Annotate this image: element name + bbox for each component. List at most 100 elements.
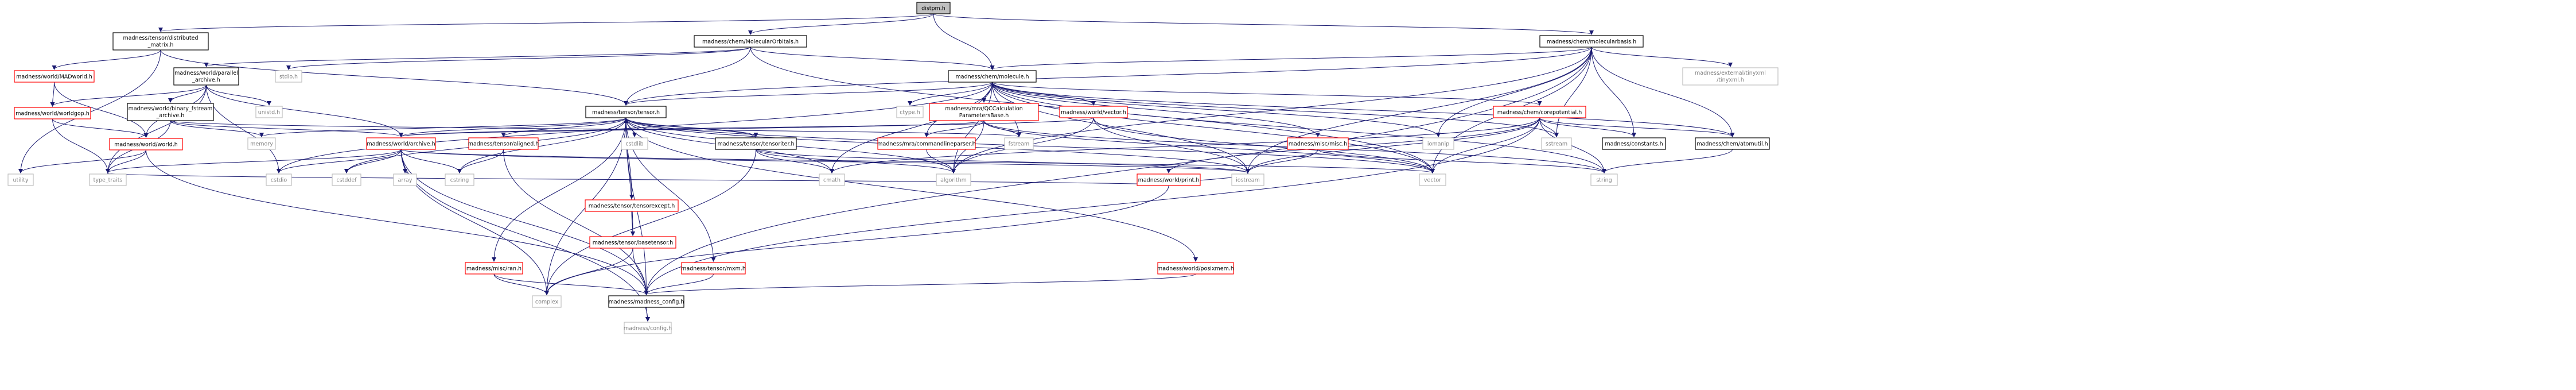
node-box xyxy=(109,138,183,150)
edge-tensor-to-memory xyxy=(259,117,627,137)
edge-archive-to-vector xyxy=(400,149,1435,173)
edge-tensor-to-cstring xyxy=(457,117,627,173)
node-box xyxy=(393,173,417,186)
edge-molecule-to-ctype xyxy=(908,82,993,106)
node-box xyxy=(608,295,684,308)
node-box xyxy=(1157,262,1234,275)
node-cstring: cstring xyxy=(445,173,474,186)
node-box xyxy=(1695,137,1770,150)
node-worldvector[interactable]: madness/world/vector.h xyxy=(1059,106,1128,118)
node-madness_config[interactable]: madness/madness_config.h xyxy=(608,295,684,308)
node-box xyxy=(1422,137,1454,150)
node-label: madness/misc/misc.h xyxy=(1289,141,1347,148)
edge-worldworld-to-type_traits xyxy=(106,149,146,173)
node-array: array xyxy=(393,173,417,186)
node-box xyxy=(1682,67,1779,86)
node-box xyxy=(366,137,436,150)
node-label: madness/chem/MolecularOrbitals.h xyxy=(702,39,799,45)
node-algorithm: algorithm xyxy=(936,173,971,186)
node-tensor_distributed_matrix[interactable]: madness/tensor/distributed _matrix.h xyxy=(112,32,209,51)
edge-ran-to-complex xyxy=(493,273,549,295)
edge-tensor-to-posixmem xyxy=(625,117,1198,262)
edge-corepotential-to-string xyxy=(1539,117,1606,173)
edge-molecule-to-algorithm xyxy=(951,82,993,173)
node-label: distpm.h xyxy=(921,6,945,12)
node-box xyxy=(112,32,209,51)
node-molecularbasis[interactable]: madness/chem/molecularbasis.h xyxy=(1539,35,1644,48)
node-distpm[interactable]: distpm.h xyxy=(916,2,951,14)
node-tensoriter[interactable]: madness/tensor/tensoriter.h xyxy=(715,137,797,150)
edge-molecule-to-atomutil xyxy=(992,82,1735,137)
node-utility: utility xyxy=(7,173,34,186)
node-box xyxy=(694,35,807,48)
edge-mxm-to-madness_config xyxy=(644,273,714,295)
edge-archive-to-cstddef xyxy=(344,149,402,173)
edge-aligned-to-cstring xyxy=(457,149,504,173)
edge-posixmem-to-madness_config xyxy=(644,273,1196,295)
edge-ran-to-madness_config xyxy=(493,273,649,295)
node-posixmem[interactable]: madness/world/posixmem.h xyxy=(1157,262,1234,275)
node-worldprint[interactable]: madness/world/print.h xyxy=(1137,173,1201,186)
node-tensor[interactable]: madness/tensor/tensor.h xyxy=(585,106,667,118)
node-label: array xyxy=(398,177,413,184)
node-parallel_archive[interactable]: madness/world/parallel _archive.h xyxy=(173,67,239,86)
edge-tensor-to-tensoriter xyxy=(625,117,758,137)
edge-misc-to-string xyxy=(1317,149,1606,173)
edge-binary_fstream-to-fstream xyxy=(170,120,1021,137)
node-label: madness/world/vector.h xyxy=(1061,110,1126,116)
edge-tensor_distributed_matrix-to-tensor xyxy=(160,49,628,106)
node-worldgop[interactable]: madness/world/worldgop.h xyxy=(14,107,91,119)
edge-qccalc-to-vector xyxy=(983,120,1435,173)
edge-tensor-to-aligned xyxy=(501,117,627,137)
edge-parallel_archive-to-unistd xyxy=(206,84,271,106)
node-box xyxy=(1539,35,1644,48)
node-commandlineparser[interactable]: madness/mra/commandlineparser.h xyxy=(877,137,976,150)
node-misc[interactable]: madness/misc/misc.h xyxy=(1287,137,1349,150)
node-basetensor[interactable]: madness/tensor/basetensor.h xyxy=(589,236,676,249)
node-molecule[interactable]: madness/chem/molecule.h xyxy=(948,70,1037,83)
node-binary_fstream[interactable]: madness/world/binary_fstream _archive.h xyxy=(127,103,214,121)
edge-distpm-to-molecularbasis xyxy=(933,13,1594,35)
node-box xyxy=(1541,137,1572,150)
node-fstream: fstream xyxy=(1004,137,1034,150)
node-label: madness/config.h xyxy=(624,326,672,332)
node-corepotential[interactable]: madness/chem/corepotential.h xyxy=(1493,106,1586,118)
node-stdio: stdio.h xyxy=(275,70,302,83)
node-atomutil[interactable]: madness/chem/atomutil.h xyxy=(1695,137,1770,150)
node-worldworld[interactable]: madness/world/world.h xyxy=(109,138,183,150)
node-molecular_orbitals[interactable]: madness/chem/MolecularOrbitals.h xyxy=(694,35,807,48)
node-box xyxy=(89,173,127,186)
node-qccalc[interactable]: madness/mra/QCCalculation ParametersBase.… xyxy=(929,103,1039,121)
edge-distpm-to-molecule xyxy=(933,13,995,70)
node-box xyxy=(1004,137,1034,150)
edge-molecule-to-misc xyxy=(992,82,1320,137)
node-constants[interactable]: madness/constants.h xyxy=(1602,137,1666,150)
node-madworld[interactable]: madness/world/MADworld.h xyxy=(14,70,95,83)
node-label: iostream xyxy=(1236,177,1260,184)
edge-basetensor-to-complex xyxy=(544,248,633,295)
node-mxm[interactable]: madness/tensor/mxm.h xyxy=(681,262,746,275)
edge-archive-to-madness_config xyxy=(400,149,649,295)
node-sstream: sstream xyxy=(1541,137,1572,150)
edge-archive-to-iostream xyxy=(400,149,1250,173)
node-label: madness/tensor/basetensor.h xyxy=(593,240,674,246)
edge-corepotential-to-madness_config xyxy=(644,117,1540,295)
node-label: ctype.h xyxy=(900,110,920,116)
node-box xyxy=(14,70,95,83)
edge-worldgop-to-worldworld xyxy=(52,118,149,138)
node-label: iomanip xyxy=(1427,141,1449,148)
node-box xyxy=(1602,137,1666,150)
edge-tensorexcept-to-basetensor xyxy=(630,211,635,236)
node-label: madness/world/print.h xyxy=(1138,177,1200,184)
node-aligned[interactable]: madness/tensor/aligned.h xyxy=(468,137,539,150)
edge-archive-to-type_traits xyxy=(106,149,402,173)
node-archive[interactable]: madness/world/archive.h xyxy=(366,137,436,150)
node-box xyxy=(465,262,523,275)
node-label: madness/world/worldgop.h xyxy=(15,111,90,117)
edge-worldvector-to-iostream xyxy=(1093,117,1250,173)
node-box xyxy=(532,295,562,308)
node-label: type_traits xyxy=(94,177,123,184)
node-tensorexcept[interactable]: madness/tensor/tensorexcept.h xyxy=(585,199,679,212)
node-ran[interactable]: madness/misc/ran.h xyxy=(465,262,523,275)
